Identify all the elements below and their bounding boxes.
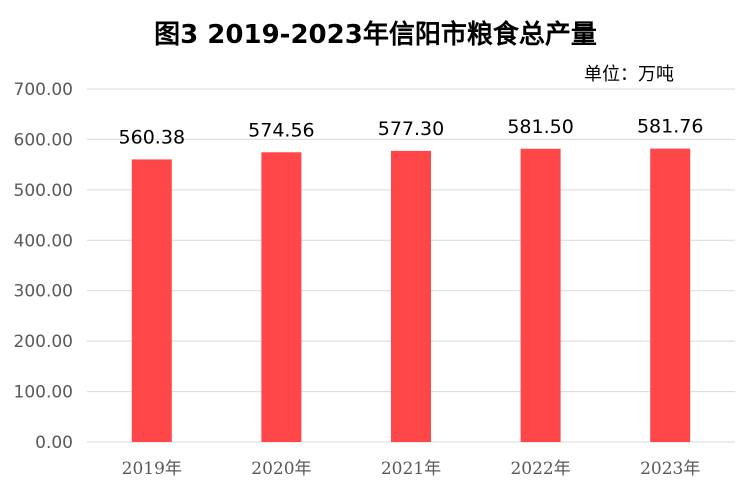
x-axis-ticks: 2019年 2020年 2021年 2022年 2023年: [122, 459, 701, 479]
y-tick-label: 600.00: [14, 130, 73, 150]
chart-title: 图3 2019-2023年信阳市粮食总产量: [154, 20, 597, 50]
data-labels: 560.38 574.56 577.30 581.50 581.76: [119, 116, 704, 149]
x-tick-label: 2021年: [381, 459, 441, 479]
unit-label: 单位：万吨: [584, 64, 674, 85]
data-label: 560.38: [119, 126, 185, 148]
data-label: 577.30: [378, 118, 444, 140]
bar: [131, 159, 172, 442]
data-label: 581.50: [507, 116, 573, 138]
bar: [261, 152, 302, 442]
bars: [131, 148, 691, 442]
bar: [391, 150, 431, 442]
y-axis-ticks: 0.00 100.00 200.00 300.00 400.00 500.00 600.00…: [14, 80, 73, 453]
y-tick-label: 700.00: [14, 80, 73, 100]
y-tick-label: 0.00: [35, 433, 73, 453]
data-label: 581.76: [637, 116, 703, 138]
y-tick-label: 500.00: [14, 181, 73, 201]
data-label: 574.56: [248, 119, 314, 141]
y-tick-label: 200.00: [14, 332, 73, 352]
x-tick-label: 2019年: [122, 459, 182, 479]
y-tick-label: 100.00: [14, 383, 73, 403]
x-tick-label: 2020年: [251, 459, 311, 479]
x-tick-label: 2023年: [640, 459, 700, 479]
x-tick-label: 2022年: [510, 459, 570, 479]
bar: [650, 148, 691, 442]
y-tick-label: 300.00: [14, 282, 73, 302]
y-tick-label: 400.00: [14, 231, 73, 251]
bar: [520, 148, 561, 442]
